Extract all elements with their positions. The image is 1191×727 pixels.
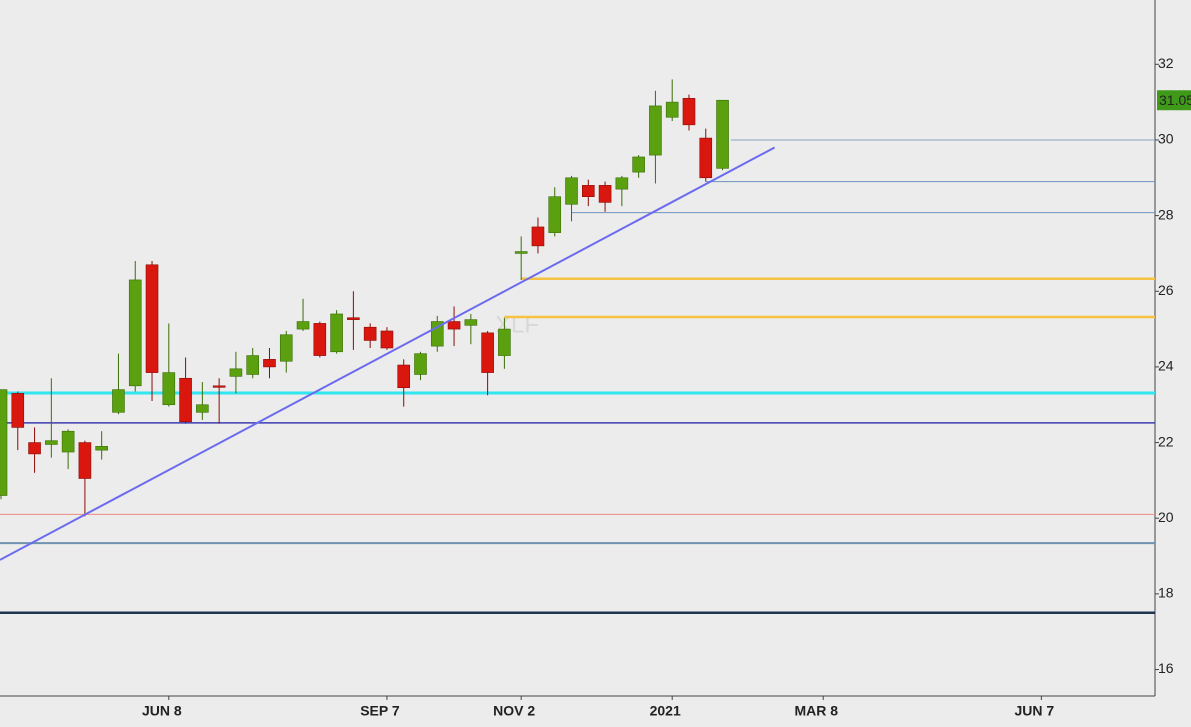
y-tick-label: 18	[1158, 585, 1174, 601]
candle-body	[464, 319, 478, 326]
candle-body	[11, 393, 25, 428]
candle-body	[581, 185, 595, 197]
candle-body	[514, 251, 528, 254]
x-tick-label: JUN 8	[142, 703, 182, 719]
candle-body	[179, 377, 192, 423]
candle-body	[716, 99, 729, 169]
x-tick-label: MAR 8	[794, 703, 838, 719]
candle-body	[548, 196, 562, 233]
candle-body	[397, 364, 411, 389]
candle-body	[347, 317, 360, 320]
candle-body	[498, 328, 511, 356]
y-tick-label: 26	[1158, 282, 1174, 298]
candle-body	[296, 321, 310, 330]
candle-body	[598, 185, 612, 203]
candle-body	[380, 330, 394, 349]
candle-body	[0, 389, 8, 496]
y-tick-label: 30	[1158, 131, 1174, 147]
candle-body	[279, 334, 293, 362]
candle-body	[615, 177, 629, 190]
candle-body	[481, 332, 494, 373]
candle-body	[665, 101, 679, 118]
trendline	[0, 146, 776, 561]
y-tick-label: 20	[1158, 509, 1174, 525]
candle-body	[313, 323, 327, 356]
candle-body	[95, 446, 108, 451]
x-tick-label: 2021	[650, 703, 681, 719]
x-tick-label: NOV 2	[493, 703, 535, 719]
candle-body	[246, 355, 259, 375]
candle-body	[28, 442, 41, 455]
candle-body	[162, 372, 176, 406]
candle-body	[447, 321, 461, 330]
y-tick-label: 22	[1158, 433, 1174, 449]
last-price-label: 31.05	[1159, 92, 1191, 108]
candle-body	[229, 368, 243, 377]
candle-body	[112, 389, 125, 413]
candle-body	[649, 105, 662, 156]
x-tick-label: JUN 7	[1015, 703, 1055, 719]
candle-body	[632, 156, 645, 173]
candle-body	[531, 226, 545, 247]
candle-body	[363, 326, 377, 341]
candle-body	[78, 442, 92, 479]
candle-body	[212, 385, 226, 388]
y-tick-label: 24	[1158, 358, 1174, 374]
candle-body	[682, 98, 696, 126]
candle-body	[196, 404, 209, 413]
candle-body	[145, 264, 159, 373]
candle-body	[45, 440, 58, 445]
candle-body	[128, 279, 142, 387]
candle-body	[61, 430, 75, 453]
candle-body	[263, 359, 276, 368]
y-tick-label: 28	[1158, 206, 1174, 222]
candles	[0, 79, 729, 517]
y-tick-label: 16	[1158, 660, 1174, 676]
candle-body	[330, 313, 343, 353]
candle-body	[414, 353, 427, 375]
last-price-tag	[1157, 90, 1191, 111]
y-tick-label: 32	[1158, 55, 1174, 71]
candle-body	[565, 177, 578, 205]
x-tick-label: SEP 7	[360, 703, 400, 719]
candle-body	[699, 137, 713, 179]
